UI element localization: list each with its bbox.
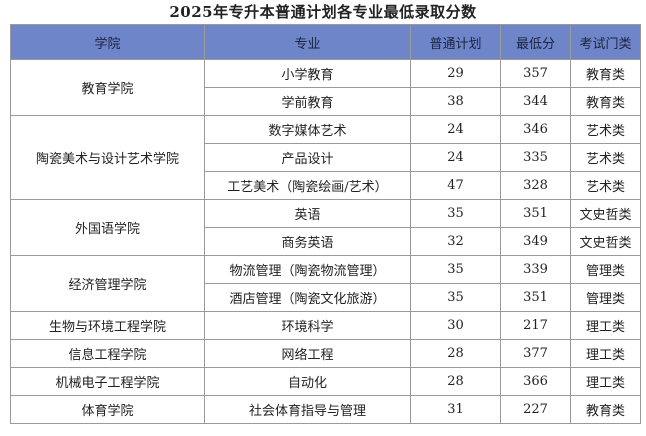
page-title: 2025年专升本普通计划各专业最低录取分数 bbox=[169, 3, 477, 21]
cell-min-score: 351 bbox=[500, 283, 571, 312]
cell-major: 网络工程 bbox=[204, 339, 411, 368]
cell-min-score: 349 bbox=[500, 227, 571, 256]
table-row: 信息工程学院 网络工程 28 377 理工类 bbox=[10, 339, 641, 368]
cell-category: 理工类 bbox=[570, 367, 641, 396]
cell-major: 学前教育 bbox=[204, 87, 411, 116]
header-row: 学院 专业 普通计划 最低分 考试门类 bbox=[10, 24, 641, 60]
cell-category: 文史哲类 bbox=[570, 199, 641, 228]
cell-plan: 24 bbox=[410, 115, 501, 144]
cell-category: 文史哲类 bbox=[570, 227, 641, 256]
cell-min-score: 351 bbox=[500, 199, 571, 228]
cell-college: 生物与环境工程学院 bbox=[10, 311, 205, 340]
cell-plan: 29 bbox=[410, 59, 501, 88]
header-major: 专业 bbox=[204, 24, 411, 60]
cell-college: 信息工程学院 bbox=[10, 339, 205, 368]
cell-category: 艺术类 bbox=[570, 143, 641, 172]
cell-major: 工艺美术（陶瓷绘画/艺术） bbox=[204, 171, 411, 200]
table-row: 工艺美术（陶瓷绘画/艺术） 47 328 艺术类 bbox=[11, 171, 641, 200]
cell-major: 数字媒体艺术 bbox=[204, 115, 411, 144]
cell-min-score: 377 bbox=[500, 339, 571, 368]
cell-min-score: 344 bbox=[500, 87, 571, 116]
table-body: 教育学院 小学教育 29 357 教育类 学前教育 38 344 教育类 陶瓷美术与设计艺术学院数… bbox=[10, 59, 641, 424]
table-row: 学前教育 38 344 教育类 bbox=[11, 87, 641, 116]
table-row: 体育学院 社会体育指导与管理 31 227 教育类 bbox=[10, 395, 641, 424]
cell-min-score: 227 bbox=[500, 395, 571, 424]
cell-min-score: 328 bbox=[500, 171, 571, 200]
cell-major: 酒店管理（陶瓷文化旅游） bbox=[204, 283, 411, 312]
cell-college: 外国语学院 bbox=[10, 199, 205, 256]
header-category: 考试门类 bbox=[570, 24, 641, 60]
cell-college: 教育学院 bbox=[10, 59, 205, 116]
cell-min-score: 366 bbox=[500, 367, 571, 396]
cell-major: 产品设计 bbox=[204, 143, 411, 172]
cell-plan: 30 bbox=[410, 311, 501, 340]
cell-category: 教育类 bbox=[570, 395, 641, 424]
header-min-score: 最低分 bbox=[500, 24, 571, 60]
cell-college: 经济管理学院 bbox=[10, 255, 205, 312]
cell-plan: 35 bbox=[410, 255, 501, 284]
cell-major: 环境科学 bbox=[204, 311, 411, 340]
cell-category: 管理类 bbox=[570, 283, 641, 312]
cell-min-score: 357 bbox=[500, 59, 571, 88]
cell-plan: 32 bbox=[410, 227, 501, 256]
cell-major: 商务英语 bbox=[204, 227, 411, 256]
cell-plan: 47 bbox=[410, 171, 501, 200]
table-row: 生物与环境工程学院 环境科学 30 217 理工类 bbox=[10, 311, 641, 340]
table-row: 机械电子工程学院 自动化 28 366 理工类 bbox=[10, 367, 641, 396]
cell-plan: 24 bbox=[410, 143, 501, 172]
header-college: 学院 bbox=[10, 24, 205, 60]
cell-min-score: 335 bbox=[500, 143, 571, 172]
cell-major: 英语 bbox=[204, 199, 411, 228]
cell-plan: 28 bbox=[410, 339, 501, 368]
cell-category: 理工类 bbox=[570, 311, 641, 340]
cell-major: 自动化 bbox=[204, 367, 411, 396]
table-row: 陶瓷美术与设计艺术学院 数字媒体艺术 24 346 艺术类 bbox=[10, 115, 641, 200]
table-row: 酒店管理（陶瓷文化旅游） 35 351 管理类 bbox=[11, 283, 641, 312]
admission-score-table: 学院 专业 普通计划 最低分 考试门类 教育学院 小学教育 29 357 教育类 学前教育… bbox=[10, 24, 641, 424]
cell-major: 社会体育指导与管理 bbox=[204, 395, 411, 424]
cell-min-score: 217 bbox=[500, 311, 571, 340]
cell-plan: 38 bbox=[410, 87, 501, 116]
table-row: 经济管理学院 物流管理（陶瓷物流管理） 35 339 管理类 bbox=[10, 255, 641, 312]
cell-plan: 35 bbox=[410, 283, 501, 312]
cell-min-score: 339 bbox=[500, 255, 571, 284]
cell-min-score: 346 bbox=[500, 115, 571, 144]
cell-category: 艺术类 bbox=[570, 115, 641, 144]
cell-major: 物流管理（陶瓷物流管理） bbox=[204, 255, 411, 284]
table-row: 外国语学院 英语 35 351 文史哲类 bbox=[10, 199, 641, 256]
cell-major: 小学教育 bbox=[204, 59, 411, 88]
cell-college: 陶瓷美术与设计艺术学院 bbox=[10, 115, 205, 200]
table-row: 教育学院 小学教育 29 357 教育类 bbox=[10, 59, 641, 116]
cell-category: 教育类 bbox=[570, 87, 641, 116]
table-row: 商务英语 32 349 文史哲类 bbox=[11, 227, 641, 256]
cell-plan: 35 bbox=[410, 199, 501, 228]
cell-category: 管理类 bbox=[570, 255, 641, 284]
cell-college: 机械电子工程学院 bbox=[10, 367, 205, 396]
header-plan: 普通计划 bbox=[410, 24, 501, 60]
cell-college: 体育学院 bbox=[10, 395, 205, 424]
cell-category: 教育类 bbox=[570, 59, 641, 88]
table-row: 产品设计 24 335 艺术类 bbox=[11, 143, 641, 172]
cell-plan: 31 bbox=[410, 395, 501, 424]
cell-category: 艺术类 bbox=[570, 171, 641, 200]
cell-category: 理工类 bbox=[570, 339, 641, 368]
cell-plan: 28 bbox=[410, 367, 501, 396]
